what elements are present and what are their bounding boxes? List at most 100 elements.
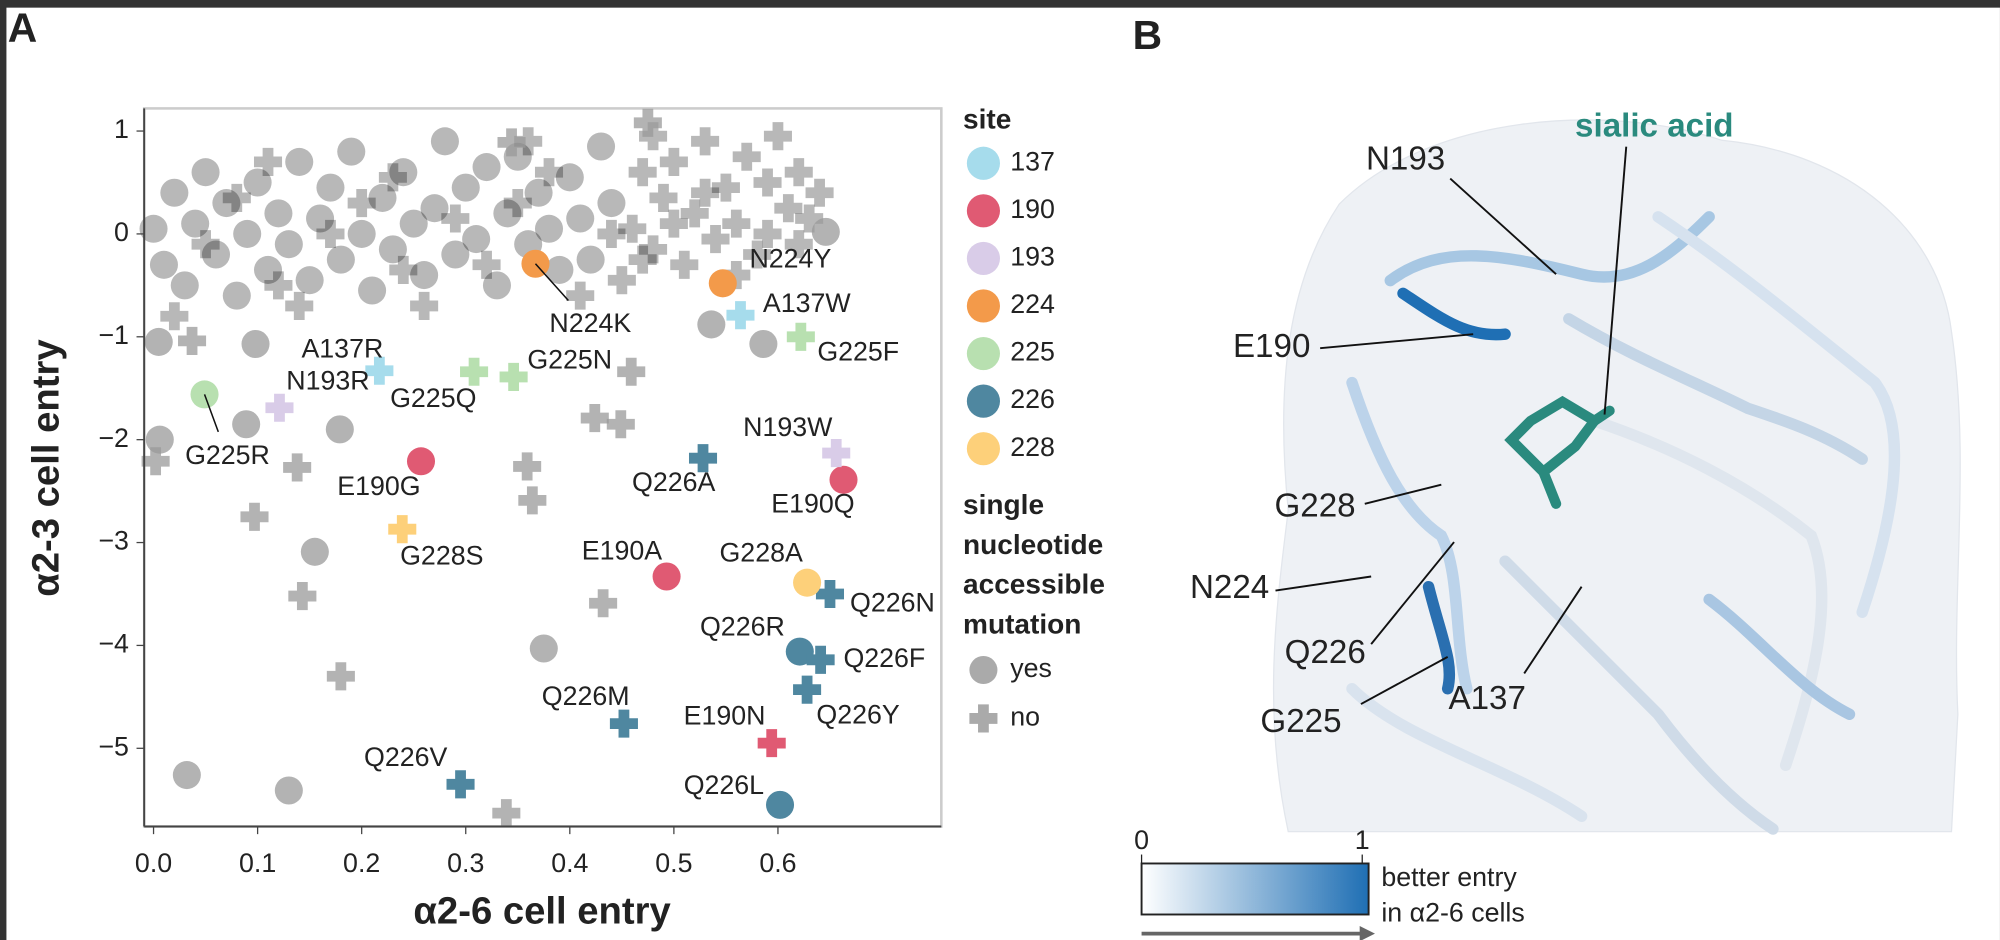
point-label: A137R [301,333,383,363]
point [784,158,813,187]
point [451,173,480,202]
point-label: G225N [527,345,612,375]
point [697,310,726,339]
panel-label: A [8,4,37,50]
point [793,568,822,597]
point [243,168,272,197]
point [555,163,584,192]
point [576,245,605,274]
point [430,127,459,156]
y-tick-label: −5 [98,731,129,761]
legend-swatch [969,655,998,685]
point [378,235,407,264]
legend-swatch [966,289,1000,323]
point [649,183,678,212]
point [410,291,439,320]
point [141,447,170,476]
point [711,173,740,202]
legend-swatch [966,432,1000,466]
ribbons [1346,211,1901,835]
protein-structure [1272,119,1961,835]
point [201,240,231,269]
legend-label: 226 [1010,384,1055,414]
residue-label: G228 [1274,487,1355,524]
legend-label: 193 [1010,241,1055,271]
point-label: E190N [684,701,766,731]
point [191,158,220,187]
point [300,537,329,566]
point [529,634,558,663]
point [460,357,489,386]
point [793,675,822,704]
point-label: N193W [743,412,833,442]
residue-label: Q226 [1285,634,1366,671]
colorbar-label: better entry [1381,862,1517,892]
point [497,128,526,157]
point-label: N224Y [749,243,831,273]
point [765,790,795,819]
point [732,142,761,171]
legend-label: 137 [1010,146,1055,176]
y-tick-label: −4 [98,629,129,659]
point [441,240,470,269]
point-label: E190A [582,535,663,565]
point [325,415,354,444]
point-label: N224K [549,308,631,338]
panel-label: B [1133,12,1162,58]
point [618,214,647,243]
x-tick-label: 0.4 [551,848,588,878]
point [749,329,778,359]
point [399,209,428,238]
point-label: Q226V [364,742,447,772]
point [253,255,283,284]
sialic-acid-stick [1504,395,1615,509]
point [753,219,782,248]
point [786,322,815,351]
point [389,255,418,284]
point [347,219,376,248]
point [144,327,173,356]
point [580,404,609,433]
legend-label: yes [1010,653,1052,683]
point-label: E190Q [771,488,854,518]
point-label: Q226R [700,612,785,642]
point [232,410,261,439]
point [566,204,595,233]
point [139,214,168,243]
legend-title: accessible [963,569,1105,600]
point [406,447,436,476]
point [606,410,635,439]
point [316,173,345,202]
point [493,199,522,228]
point [607,266,636,295]
point-label: G225R [185,440,270,470]
point [253,147,283,176]
legend-label: 225 [1010,337,1055,367]
point [274,230,303,259]
point [160,302,189,331]
point-label: G225Q [390,383,476,413]
point [513,452,542,481]
legend-swatch [966,194,1000,228]
x-tick-label: 0.6 [759,848,796,878]
legend-title: single [963,489,1044,520]
point-label: Q226A [632,467,715,497]
x-tick-label: 0.2 [343,848,380,878]
point [628,158,657,187]
point [337,137,366,166]
point [670,250,699,279]
leader-lines [1275,146,1628,705]
point [316,219,345,248]
colorbar-tick-label: 0 [1134,825,1149,855]
x-tick-label: 0.1 [239,848,276,878]
point-label: E190G [337,471,420,501]
point [589,589,618,618]
point [172,761,201,790]
point [628,245,657,274]
point [597,189,626,218]
point [240,502,269,531]
legend-label: 228 [1010,432,1055,462]
point [806,645,835,674]
point [420,194,449,223]
point [534,158,564,187]
